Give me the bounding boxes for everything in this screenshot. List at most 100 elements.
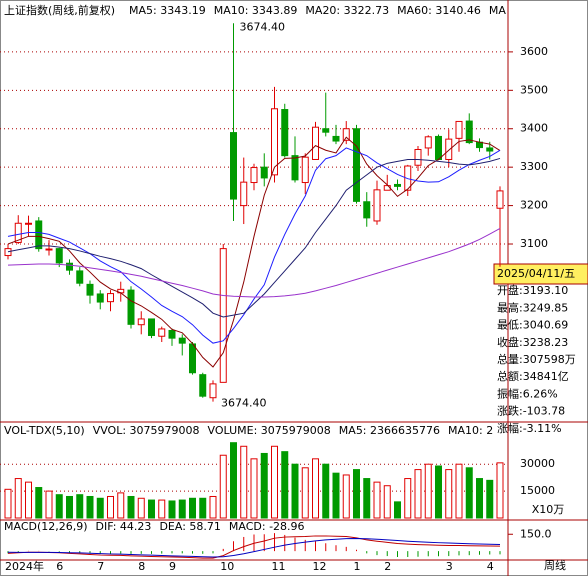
candle-body [35,220,43,250]
volume-bar [35,487,43,519]
ma-line [7,136,501,368]
volume-bar [271,445,278,519]
volume-bar [96,497,104,519]
ma-line [7,228,501,298]
info-item: 开盘:3193.10 [497,283,568,297]
volume-bar [332,472,340,519]
volume-bar [107,495,114,519]
volume-bar [373,481,381,519]
macd-line [7,538,501,558]
x-tick-label: 4 [487,560,494,573]
candle-body [14,222,22,243]
volume-bar [199,497,207,519]
volume-bar [424,463,432,519]
candle-body [496,190,504,209]
volume-bar [383,485,391,519]
info-item: 最低:3040.69 [497,319,568,332]
legend-item: VOL-TDX(5,10) [4,424,85,437]
candle-body [465,120,473,144]
volume-bar [168,500,176,519]
macd-line [7,535,501,559]
x-tick-label: 2 [384,560,391,573]
candle-body [291,155,299,181]
legend-item: MA10: 3343.89 [214,4,298,17]
y-tick-label: 3600 [520,45,548,58]
y-tick-label: 3200 [520,199,548,212]
period-label: 周线 [544,558,566,572]
annotation: 3674.40 [240,20,286,33]
candle-body [281,109,289,157]
y-tick-label: 3100 [520,237,548,250]
candle-body [486,147,494,152]
candle-body [76,270,84,284]
candle-body [168,329,176,339]
volume-unit: X10万 [532,503,565,516]
candle-body [363,201,371,219]
info-item: 涨幅:-3.11% [497,422,562,435]
y-tick-label: 30000 [520,457,555,470]
legend-item: MA10: 2 [448,424,493,437]
candle-body [435,135,442,160]
volume-bar [230,442,237,519]
legend-item: MA20: 3322.73 [305,4,389,17]
candle-body [445,138,453,160]
x-tick-label: 2024年 [5,559,44,573]
legend-item: DEA: 58.71 [159,520,220,533]
candle-body [455,120,463,139]
candle-body [332,135,340,142]
x-tick-label: 3 [446,560,453,573]
y-tick-label: 3300 [520,160,548,173]
candle-body [55,248,63,264]
legend-item: DIF: 44.23 [96,520,152,533]
candle-body [240,181,248,207]
annotation: 3674.40 [221,397,267,410]
candle-body [137,318,145,326]
candle-body [127,289,135,325]
volume-bar [404,478,412,519]
volume-bar [301,467,309,519]
volume-bar [209,495,217,519]
volume-bar [178,499,186,519]
volume-bar [127,495,135,519]
x-tick-label: 9 [169,560,176,573]
candle-body [394,183,401,187]
candle-body [209,383,217,399]
y-tick-label: 3400 [520,122,548,135]
volume-bar [117,492,125,519]
legend-item: MA5: 3343.19 [129,4,206,17]
ma-line [7,157,501,318]
x-tick-label: 8 [138,560,145,573]
volume-bar [55,494,63,519]
volume-bar [353,469,360,519]
y-tick-label: 3500 [520,83,548,96]
legend-item: MA60: 3140.46 [397,4,481,17]
legend-item: VOLUME: 3075979008 [208,424,331,437]
candle-body [312,126,319,160]
x-tick-label: 10 [220,560,234,573]
volume-bar [260,452,268,519]
volume-bar [158,499,166,519]
candle-body [271,108,278,176]
candle-body [219,248,227,383]
volume-bar [45,490,53,519]
volume-bar [486,479,494,519]
y-tick-label: 15000 [520,484,555,497]
x-tick-label: 1 [354,560,361,573]
candle-body [353,128,360,202]
volume-bar [291,463,299,519]
legend-item: MA5: 2366635776 [339,424,440,437]
chart-title: 上证指数(周线,前复权) [4,3,115,17]
candle-body [199,374,207,397]
candle-body [250,167,258,184]
candle-body [96,293,104,303]
volume-bar [219,454,227,519]
candle-body [158,328,166,337]
x-tick-label: 7 [97,560,104,573]
info-item: 涨跌:-103.78 [497,404,565,418]
candle-body [424,136,432,149]
volume-bar [414,469,422,519]
candle-body [25,222,32,225]
candle-body [322,128,330,133]
candle-body [45,248,53,251]
